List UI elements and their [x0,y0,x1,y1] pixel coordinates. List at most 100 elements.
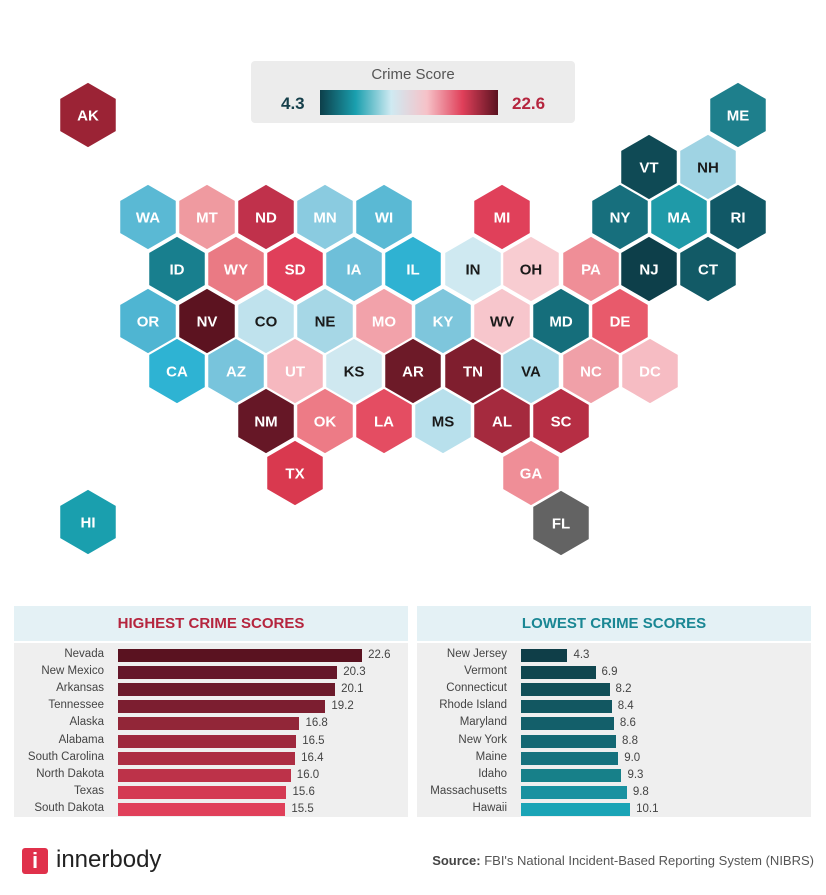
hex-ms: MS [413,387,473,455]
lowest-title: LOWEST CRIME SCORES [417,606,811,641]
hex-shape [531,387,591,455]
lowest-bars: New Jersey 4.3 Vermont 6.9 Connecticut 8.2 Rho… [417,643,811,817]
bar-value: 16.5 [302,734,325,747]
hex-label: MT [196,210,218,227]
hex-nh: NH [678,133,738,201]
bar-row: Rhode Island 8.4 [417,698,811,715]
hex-label: MS [432,414,455,431]
hex-label: AZ [226,364,246,381]
bar-value: 16.4 [301,751,324,764]
innerbody-logo-icon: i [22,848,48,874]
source-note: Source: FBI's National Incident-Based Re… [432,853,814,868]
bar-row: Tennessee 19.2 [14,698,408,715]
hex-label: NM [254,414,277,431]
bar-row: Texas 15.6 [14,784,408,801]
bar-value: 9.8 [632,785,649,798]
hex-shape [265,439,325,507]
hex-label: WI [375,210,393,227]
bar-label: Maryland [459,716,507,729]
hex-nd: ND [236,183,296,251]
hex-label: TN [463,364,483,381]
bar-row: North Dakota 16.0 [14,767,408,784]
bar-label: North Dakota [36,767,104,780]
hex-ok: OK [295,387,355,455]
hex-nj: NJ [619,235,679,303]
hex-label: CA [166,364,188,381]
hex-ny: NY [590,183,650,251]
hex-vt: VT [619,133,679,201]
bar-label: New York [458,733,507,746]
hex-label: NY [610,210,631,227]
bar-value: 8.6 [619,717,636,730]
hex-va: VA [501,337,561,405]
hex-shape [413,387,473,455]
hex-label: DE [610,314,631,331]
bar-row: New Jersey 4.3 [417,647,811,664]
hex-il: IL [383,235,443,303]
hex-shape [620,337,680,405]
bar-row: Alaska 16.8 [14,715,408,732]
hex-label: AK [77,108,99,125]
hex-shape [708,81,768,149]
hex-label: RI [731,210,746,227]
bar-value: 8.8 [622,734,639,747]
hex-label: MA [667,210,690,227]
hex-label: ME [727,108,750,125]
bar-label: Hawaii [472,801,507,814]
hex-label: NH [697,160,719,177]
bar [521,649,568,662]
hex-label: IA [347,262,362,279]
hex-az: AZ [206,337,266,405]
source-label: Source: [432,853,481,868]
bar [521,666,596,680]
hex-shape [295,183,355,251]
hex-map: AK HI ME VT NH WA MT ND MN WI MI NY MA RI ID WY SD IA IL IN… [58,81,768,557]
bar-label: Alabama [58,733,104,746]
bar [521,717,614,731]
bar [118,717,300,731]
hex-sd: SD [265,235,325,303]
hex-ia: IA [324,235,384,303]
hex-label: WA [136,210,160,227]
bar-row: Massachusetts 9.8 [417,784,811,801]
bar-value: 16.8 [305,717,328,730]
bar-row: South Carolina 16.4 [14,750,408,767]
bar-label: Arkansas [56,682,104,695]
hex-label: ID [170,262,185,279]
hex-shape [501,439,561,507]
hex-shape [295,387,355,455]
bar-label: Massachusetts [430,784,507,797]
bar-value: 15.5 [291,802,314,815]
bar-value: 4.3 [573,649,590,661]
hex-label: IN [466,262,481,279]
bar-value: 20.1 [341,683,364,696]
hex-dc: DC [620,337,680,405]
hex-shape [561,235,621,303]
bar-label: Rhode Island [439,699,507,712]
bar-value: 8.4 [617,700,634,713]
brand-name: innerbody [56,846,162,873]
bar [521,683,610,697]
hex-shape [58,81,118,149]
hex-sc: SC [531,387,591,455]
highest-panel: HIGHEST CRIME SCORES Nevada 22.6 New Mexic… [14,606,408,817]
hex-shape [354,387,414,455]
hex-ga: GA [501,439,561,507]
highest-title: HIGHEST CRIME SCORES [14,606,408,641]
bar-label: Vermont [464,665,507,678]
hex-label: ND [255,210,277,227]
bar-value: 16.0 [296,768,320,781]
bar [118,700,326,714]
bar-value: 8.2 [615,683,632,696]
hex-label: MD [549,314,572,331]
hex-shape [413,287,473,355]
hex-wi: WI [354,183,414,251]
bar-value: 9.3 [627,768,644,781]
bar-value: 22.6 [368,649,391,661]
hex-shape [590,183,650,251]
bar-row: Alabama 16.5 [14,733,408,750]
hex-label: AR [402,364,424,381]
hex-label: WY [224,262,248,279]
hex-label: KY [433,314,454,331]
